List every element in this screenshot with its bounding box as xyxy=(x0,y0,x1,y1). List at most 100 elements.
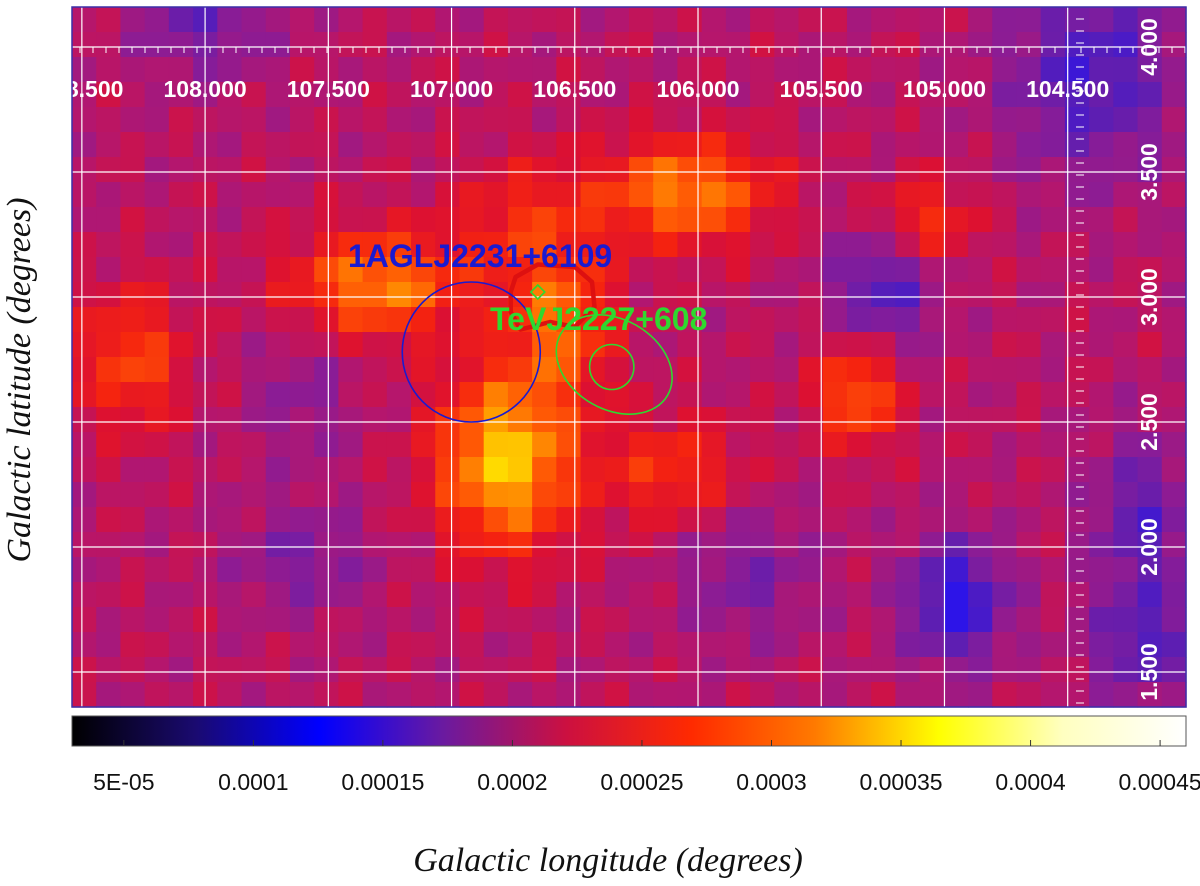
heatmap-cell xyxy=(943,607,969,633)
x-tick-label: 108.500 xyxy=(40,76,123,102)
heatmap-cell xyxy=(822,557,848,583)
heatmap-cell xyxy=(629,7,654,33)
heatmap-cell xyxy=(532,82,557,108)
heatmap-cell xyxy=(943,307,969,333)
heatmap-cell xyxy=(72,232,97,258)
heatmap-cell xyxy=(919,407,945,433)
heatmap-cell xyxy=(895,507,921,533)
heatmap-cell xyxy=(846,357,872,383)
heatmap-cell xyxy=(1113,232,1139,258)
heatmap-cell xyxy=(217,457,243,483)
heatmap-cell xyxy=(653,607,679,633)
heatmap-cell xyxy=(653,457,679,483)
heatmap-cell xyxy=(992,457,1018,483)
heatmap-cell xyxy=(289,132,315,158)
heatmap-cell xyxy=(750,332,775,358)
heatmap-cell xyxy=(411,407,436,433)
heatmap-cell xyxy=(895,182,921,208)
heatmap-cell xyxy=(871,132,896,158)
heatmap-cell xyxy=(846,132,872,158)
heatmap-cell xyxy=(580,182,606,208)
source-overlays: 1AGLJ2231+6109 TeVJ2227+608 xyxy=(348,238,707,423)
heatmap-cell xyxy=(168,507,194,533)
heatmap-cell xyxy=(459,307,485,333)
heatmap-cell xyxy=(871,257,896,283)
heatmap-cell xyxy=(507,132,533,158)
heatmap-cell xyxy=(289,182,315,208)
heatmap-cell xyxy=(289,32,315,58)
heatmap-cell xyxy=(604,457,630,483)
heatmap-cell xyxy=(217,307,243,333)
heatmap-cell xyxy=(1113,657,1139,683)
heatmap-cell xyxy=(507,407,533,433)
heatmap-cell xyxy=(507,7,533,33)
heatmap-cell xyxy=(1064,607,1090,633)
heatmap-cell xyxy=(411,507,436,533)
heatmap-cell xyxy=(72,82,97,108)
heatmap-cell xyxy=(532,507,557,533)
heatmap-cell xyxy=(362,382,388,408)
heatmap-cell xyxy=(798,632,824,658)
heatmap-cell xyxy=(435,457,461,483)
heatmap-cell xyxy=(653,532,679,558)
heatmap-cell xyxy=(968,582,993,608)
heatmap-cell xyxy=(532,657,557,683)
heatmap-cell xyxy=(1137,232,1163,258)
heatmap-cell xyxy=(362,557,388,583)
heatmap-cell xyxy=(992,657,1018,683)
heatmap-cell xyxy=(774,632,800,658)
heatmap-cell xyxy=(1161,282,1187,308)
heatmap-cell xyxy=(774,582,800,608)
heatmap-cell xyxy=(144,582,170,608)
heatmap-cell xyxy=(217,607,243,633)
heatmap-cell xyxy=(241,432,267,458)
heatmap-cell xyxy=(96,332,122,358)
heatmap-cell xyxy=(1016,332,1042,358)
heatmap-cell xyxy=(96,682,122,708)
heatmap-cell xyxy=(774,457,800,483)
heatmap-cell xyxy=(507,182,533,208)
heatmap-cell xyxy=(483,307,509,333)
heatmap-cell xyxy=(556,157,582,183)
heatmap-cell xyxy=(72,407,97,433)
heatmap-cell xyxy=(1137,307,1163,333)
heatmap-cell xyxy=(725,7,751,33)
heatmap-cell xyxy=(774,107,800,133)
heatmap-cell xyxy=(1137,682,1163,708)
heatmap-cell xyxy=(532,257,557,283)
heatmap-cell xyxy=(362,307,388,333)
heatmap-cell xyxy=(629,432,654,458)
heatmap-cell xyxy=(871,482,896,508)
heatmap-cell xyxy=(1040,532,1066,558)
heatmap-cell xyxy=(943,332,969,358)
heatmap-cell xyxy=(338,7,364,33)
heatmap-cell xyxy=(846,32,872,58)
heatmap-cell xyxy=(1137,57,1163,83)
heatmap-cell xyxy=(1040,307,1066,333)
heatmap-cell xyxy=(532,332,557,358)
heatmap-cell xyxy=(435,632,461,658)
heatmap-cell xyxy=(265,132,291,158)
heatmap-cell xyxy=(919,432,945,458)
heatmap-cell xyxy=(750,582,775,608)
heatmap-cell xyxy=(943,407,969,433)
heatmap-cell xyxy=(725,532,751,558)
heatmap-cell xyxy=(289,157,315,183)
heatmap-cell xyxy=(120,307,146,333)
heatmap-cell xyxy=(411,382,436,408)
heatmap-cell xyxy=(362,407,388,433)
heatmap-cell xyxy=(1040,232,1066,258)
heatmap-cell xyxy=(895,432,921,458)
heatmap-cell xyxy=(1137,207,1163,233)
heatmap-cell xyxy=(435,682,461,708)
heatmap-cell xyxy=(217,57,243,83)
heatmap-cell xyxy=(943,157,969,183)
heatmap-cell xyxy=(217,682,243,708)
y-tick-labels: 1.500 2.000 2.500 3.000 3.500 4.000 xyxy=(1136,18,1162,701)
heatmap-cell xyxy=(701,32,727,58)
heatmap-cell xyxy=(992,232,1018,258)
heatmap-cell xyxy=(943,357,969,383)
heatmap-cell xyxy=(774,32,800,58)
heatmap-cell xyxy=(144,307,170,333)
heatmap-cell xyxy=(968,57,993,83)
